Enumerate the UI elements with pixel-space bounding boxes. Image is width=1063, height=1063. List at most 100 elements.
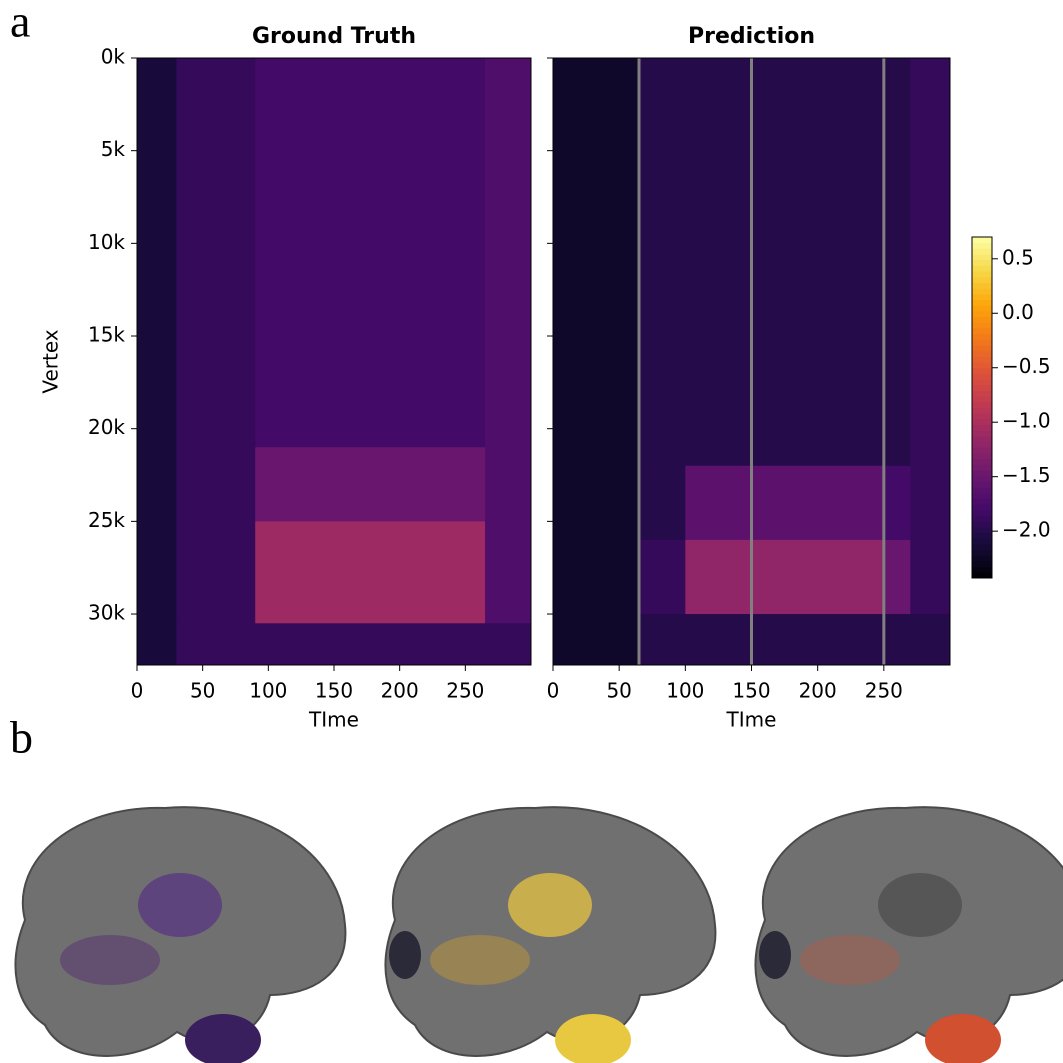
colorbar-swatch <box>972 435 992 443</box>
heat-cell <box>137 58 177 448</box>
heat-cell <box>685 465 885 541</box>
heat-cell <box>910 465 951 541</box>
heat-cell <box>176 521 256 624</box>
colorbar-swatch <box>972 560 992 568</box>
x-tick-label: 200 <box>381 679 419 703</box>
heat-cell <box>553 614 640 666</box>
heat-cell <box>639 539 686 615</box>
x-tick-label: 100 <box>666 679 704 703</box>
colorbar-swatch <box>972 310 992 318</box>
y-tick-label: 30k <box>88 601 125 625</box>
x-tick-label: 200 <box>799 679 837 703</box>
heat-cell <box>639 58 686 467</box>
colorbar-tick-label: 0.5 <box>1002 245 1034 269</box>
heat-cell <box>639 465 686 541</box>
y-tick-label: 25k <box>88 508 125 532</box>
heat-cell <box>137 521 177 624</box>
brain-render <box>384 806 717 1063</box>
colorbar-swatch <box>972 401 992 408</box>
colorbar-tick-label: −0.5 <box>1002 354 1051 378</box>
colorbar-swatch <box>972 350 992 357</box>
colorbar-swatch <box>972 367 992 374</box>
colorbar-swatch <box>972 293 992 301</box>
colorbar-swatch <box>972 248 992 255</box>
colorbar-swatch <box>972 407 992 414</box>
colorbar-swatch <box>972 509 992 516</box>
colorbar-swatch <box>972 447 992 454</box>
colorbar-swatch <box>972 492 992 499</box>
heat-cell <box>883 614 911 666</box>
x-tick-label: 150 <box>732 679 770 703</box>
colorbar-swatch <box>972 566 992 573</box>
colorbar-swatch <box>972 424 992 431</box>
colorbar-swatch <box>972 265 992 272</box>
colorbar-swatch <box>972 242 992 249</box>
colorbar-swatch <box>972 276 992 283</box>
colorbar-swatch <box>972 305 992 312</box>
panel-label: a <box>10 0 30 47</box>
heat-cell <box>910 58 951 467</box>
heat-cell <box>910 614 951 666</box>
colorbar-swatch <box>972 316 992 323</box>
heat-cell <box>255 623 486 666</box>
colorbar-swatch <box>972 288 992 295</box>
x-tick-label: 100 <box>249 679 287 703</box>
colorbar-tick-label: −1.0 <box>1002 409 1051 433</box>
heat-cell <box>176 623 256 666</box>
colorbar-swatch <box>972 549 992 556</box>
colorbar-swatch <box>972 430 992 437</box>
colorbar-swatch <box>972 339 992 346</box>
heat-cell <box>553 465 640 541</box>
heat-cell <box>553 58 640 467</box>
colorbar-swatch <box>972 458 992 465</box>
colorbar-swatch <box>972 452 992 460</box>
x-tick-label: 50 <box>606 679 631 703</box>
heat-cell <box>255 58 486 448</box>
chart-title: Ground Truth <box>252 24 416 49</box>
heat-cell <box>255 447 486 522</box>
colorbar-swatch <box>972 282 992 289</box>
colorbar-swatch <box>972 521 992 528</box>
colorbar-swatch <box>972 475 992 482</box>
y-tick-label: 20k <box>88 415 125 439</box>
heat-cell <box>176 447 256 522</box>
colorbar-swatch <box>972 526 992 534</box>
heat-cell <box>485 623 532 666</box>
colorbar-swatch <box>972 498 992 505</box>
brain-render <box>14 806 347 1063</box>
heat-cell <box>639 614 686 666</box>
colorbar-swatch <box>972 464 992 471</box>
colorbar-swatch <box>972 481 992 488</box>
colorbar-swatch <box>972 413 992 420</box>
colorbar-swatch <box>972 322 992 329</box>
heat-cell <box>485 447 532 522</box>
x-tick-label: 0 <box>131 679 144 703</box>
x-axis-label: TIme <box>726 708 777 732</box>
x-axis-label: TIme <box>308 708 359 732</box>
x-tick-label: 150 <box>315 679 353 703</box>
colorbar-swatch <box>972 254 992 261</box>
colorbar-swatch <box>972 470 992 477</box>
colorbar-swatch <box>972 384 992 391</box>
colorbar-swatch <box>972 390 992 397</box>
colorbar-swatch <box>972 441 992 448</box>
colorbar-swatch <box>972 373 992 380</box>
heat-cell <box>485 521 532 624</box>
heat-cell <box>553 539 640 615</box>
colorbar-swatch <box>972 532 992 539</box>
colorbar-swatch <box>972 515 992 522</box>
panel-label: b <box>10 712 33 763</box>
colorbar-swatch <box>972 327 992 335</box>
chart-title: Prediction <box>688 24 815 49</box>
heat-cell <box>883 465 911 541</box>
heat-cell <box>910 539 951 615</box>
colorbar-swatch <box>972 344 992 352</box>
heat-cell <box>685 58 885 467</box>
colorbar-tick-label: 0.0 <box>1002 300 1034 324</box>
colorbar-swatch <box>972 418 992 426</box>
colorbar-swatch <box>972 259 992 266</box>
heat-cell <box>685 614 885 666</box>
y-tick-label: 10k <box>88 230 125 254</box>
heat-cell <box>176 58 256 448</box>
